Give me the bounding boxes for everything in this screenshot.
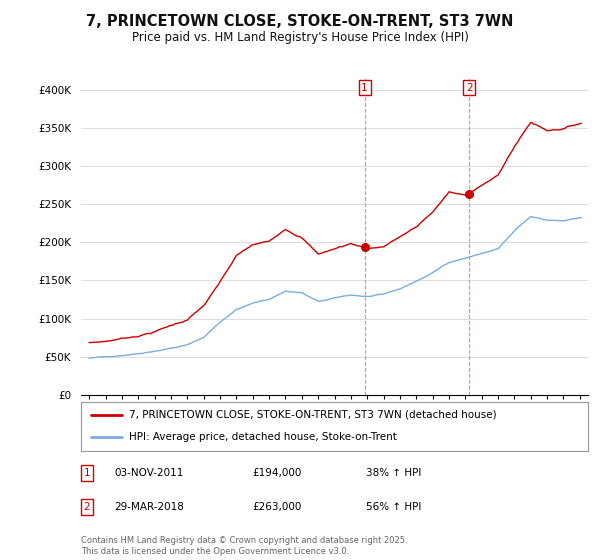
Text: 1: 1 bbox=[83, 468, 91, 478]
Text: 2: 2 bbox=[466, 82, 473, 92]
Text: Contains HM Land Registry data © Crown copyright and database right 2025.
This d: Contains HM Land Registry data © Crown c… bbox=[81, 536, 407, 556]
Text: £194,000: £194,000 bbox=[252, 468, 301, 478]
Text: HPI: Average price, detached house, Stoke-on-Trent: HPI: Average price, detached house, Stok… bbox=[129, 432, 397, 442]
Text: 29-MAR-2018: 29-MAR-2018 bbox=[114, 502, 184, 512]
Text: 56% ↑ HPI: 56% ↑ HPI bbox=[366, 502, 421, 512]
Text: 7, PRINCETOWN CLOSE, STOKE-ON-TRENT, ST3 7WN (detached house): 7, PRINCETOWN CLOSE, STOKE-ON-TRENT, ST3… bbox=[129, 410, 497, 420]
Text: £263,000: £263,000 bbox=[252, 502, 301, 512]
Text: 1: 1 bbox=[361, 82, 368, 92]
Text: 03-NOV-2011: 03-NOV-2011 bbox=[114, 468, 184, 478]
Text: Price paid vs. HM Land Registry's House Price Index (HPI): Price paid vs. HM Land Registry's House … bbox=[131, 31, 469, 44]
Text: 38% ↑ HPI: 38% ↑ HPI bbox=[366, 468, 421, 478]
Text: 2: 2 bbox=[83, 502, 91, 512]
Text: 7, PRINCETOWN CLOSE, STOKE-ON-TRENT, ST3 7WN: 7, PRINCETOWN CLOSE, STOKE-ON-TRENT, ST3… bbox=[86, 14, 514, 29]
